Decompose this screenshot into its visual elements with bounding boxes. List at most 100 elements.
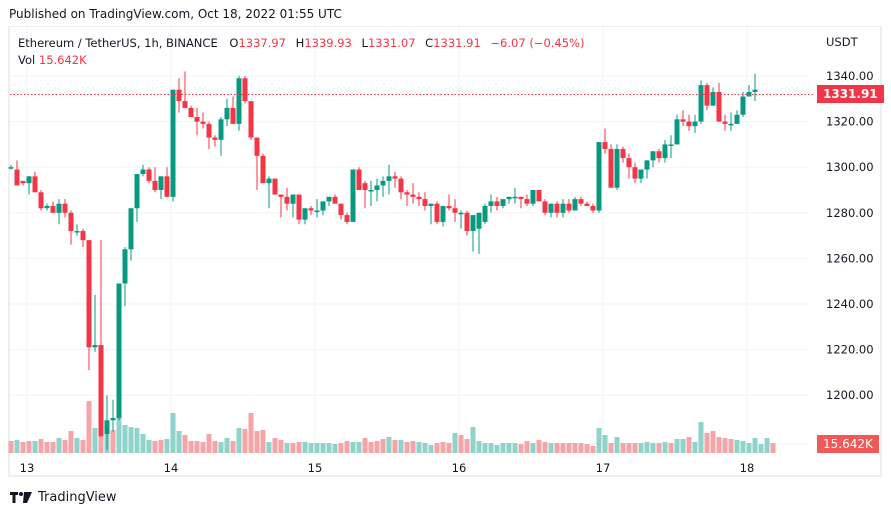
candle-body	[674, 119, 680, 145]
candle-body	[656, 151, 662, 159]
volume-bar	[176, 431, 182, 453]
candle-body	[338, 203, 344, 216]
candle-body	[134, 174, 140, 209]
volume-bar	[110, 430, 116, 453]
candle-body	[8, 167, 14, 169]
candle-body	[740, 96, 746, 115]
candle-body	[626, 158, 632, 168]
volume-bar	[428, 445, 434, 453]
volume-bar	[614, 437, 620, 453]
candle-body	[692, 121, 698, 127]
published-info: Published on TradingView.com, Oct 18, 20…	[9, 7, 342, 21]
volume-bar	[518, 444, 524, 453]
candle-body	[302, 208, 308, 220]
volume-bar	[560, 443, 566, 453]
candle-body	[440, 205, 446, 222]
candle-body	[392, 176, 398, 179]
volume-bar	[74, 438, 80, 453]
volume-bar	[596, 428, 602, 453]
price-tick: 1300.00	[826, 160, 874, 174]
volume-bar	[542, 442, 548, 453]
candle-body	[224, 107, 230, 120]
candle-body	[572, 199, 578, 211]
candle-body	[212, 137, 218, 140]
volume-row: Vol 15.642K	[18, 52, 584, 69]
volume-bar	[338, 443, 344, 453]
volume-bar	[140, 434, 146, 453]
volume-bar	[116, 398, 122, 453]
volume-bar	[158, 440, 164, 453]
volume-bar	[446, 443, 452, 453]
volume-bar	[422, 443, 428, 453]
volume-bar	[524, 441, 530, 453]
candle-body	[608, 148, 614, 188]
volume-bar	[668, 443, 674, 453]
candle-body	[650, 151, 656, 161]
volume-bar	[38, 439, 44, 453]
volume-bar	[728, 439, 734, 453]
volume-bar	[374, 441, 380, 453]
candle-body	[362, 183, 368, 190]
volume-bar	[464, 439, 470, 453]
volume-bar	[212, 441, 218, 453]
volume-bar	[752, 438, 758, 453]
volume-bar	[566, 443, 572, 453]
candle-body	[50, 205, 56, 213]
candle-body	[404, 192, 410, 195]
volume-bar	[674, 439, 680, 453]
candle-body	[470, 215, 476, 232]
candle-body	[662, 144, 668, 159]
candle-body	[452, 208, 458, 213]
volume-bar	[32, 441, 38, 453]
volume-bar	[50, 442, 56, 453]
candle-body	[542, 201, 548, 213]
candle-body	[434, 203, 440, 222]
volume-bar	[758, 444, 764, 453]
candle-body	[188, 107, 194, 118]
date-tick: 17	[596, 461, 611, 475]
candle-body	[254, 137, 260, 156]
volume-bar	[416, 442, 422, 453]
date-tick: 13	[20, 461, 35, 475]
volume-bar	[20, 442, 26, 453]
tradingview-logo-icon	[10, 492, 32, 503]
candle-body	[320, 201, 326, 211]
candle-body	[206, 123, 212, 138]
volume-bar	[356, 442, 362, 453]
candle-body	[122, 249, 128, 284]
high-label: H	[295, 36, 305, 50]
volume-bar	[188, 441, 194, 453]
volume-bar	[62, 440, 68, 453]
volume-bar	[344, 441, 350, 453]
candle-body	[80, 231, 86, 241]
price-tick: 1340.00	[826, 69, 874, 83]
symbol-title[interactable]: Ethereum / TetherUS, 1h, BINANCE	[18, 36, 218, 50]
volume-value: 15.642K	[38, 53, 87, 67]
tradingview-logo[interactable]: TradingView	[10, 490, 117, 505]
candle-body	[140, 169, 146, 175]
candle-body	[284, 196, 290, 204]
volume-bar	[746, 443, 752, 453]
volume-bar	[200, 442, 206, 453]
price-tick: 1260.00	[826, 251, 874, 265]
candle-body	[422, 199, 428, 206]
candle-body	[266, 178, 272, 184]
candle-body	[308, 208, 314, 211]
volume-bar	[182, 435, 188, 453]
ohlc-row: Ethereum / TetherUS, 1h, BINANCE O1337.9…	[18, 35, 584, 52]
low-label: L	[361, 36, 368, 50]
candle-body	[248, 101, 254, 138]
volume-bar	[128, 427, 134, 453]
low-value: 1331.07	[367, 36, 416, 50]
candle-body	[488, 201, 494, 206]
volume-bar	[242, 429, 248, 453]
candle-body	[368, 190, 374, 192]
volume-bar	[572, 443, 578, 453]
volume-bar	[410, 441, 416, 453]
date-tick: 16	[452, 461, 467, 475]
volume-bar	[512, 443, 518, 453]
volume-bar	[386, 437, 392, 453]
candle-body	[332, 196, 338, 204]
volume-bar	[602, 435, 608, 453]
